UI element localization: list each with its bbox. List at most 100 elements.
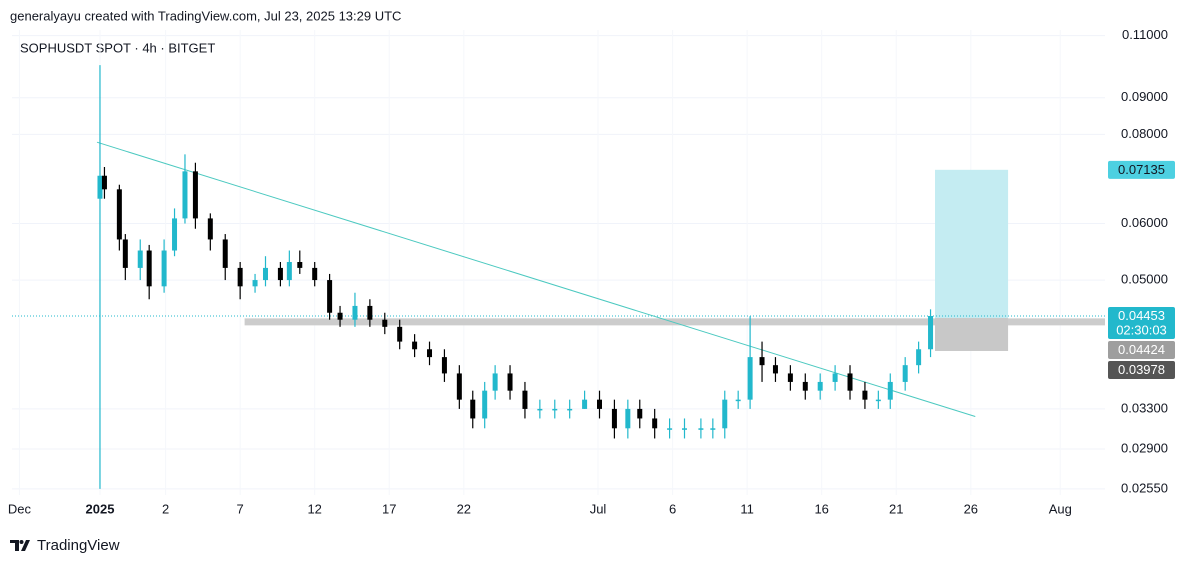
candle-body	[887, 381, 893, 400]
price-tag	[1108, 360, 1175, 379]
x-tick-label: 7	[237, 501, 244, 516]
x-tick-label: 6	[669, 501, 676, 516]
trendline	[96, 141, 976, 417]
candle-body	[747, 357, 753, 400]
x-tick-label: 12	[307, 501, 321, 516]
stop-zone	[935, 318, 1009, 351]
candle-body	[297, 262, 303, 268]
x-tick-label: 17	[382, 501, 396, 516]
candle-body	[337, 312, 343, 320]
candle-body	[427, 349, 433, 358]
logo-icon	[10, 540, 30, 551]
candle-body	[441, 357, 447, 374]
candle-body	[902, 365, 908, 382]
candle-body	[146, 250, 152, 287]
candle-body	[772, 365, 778, 374]
price-tag-label: 0.04424	[1118, 342, 1165, 357]
countdown: 02:30:03	[1116, 322, 1167, 337]
logo-text: TradingView	[37, 537, 120, 554]
x-tick-label: 22	[457, 501, 471, 516]
candle-body	[582, 399, 588, 409]
price-tag-label: 0.04453	[1118, 308, 1165, 323]
candle-body	[722, 399, 728, 429]
x-tick-label: 16	[814, 501, 828, 516]
candle-body	[735, 399, 741, 402]
candle-body	[698, 428, 704, 430]
price-tag	[1108, 160, 1175, 179]
chart-title: SOPHUSDT SPOT · 4h · BITGET	[20, 40, 215, 55]
target-zone	[935, 169, 1009, 319]
y-tick-label: 0.03300	[1121, 400, 1168, 415]
price-tag	[1108, 340, 1175, 359]
candle-body	[847, 373, 853, 391]
candle-body	[262, 267, 268, 281]
candle-body	[161, 250, 167, 287]
candle-body	[611, 408, 617, 429]
candle-body	[492, 373, 498, 391]
price-tag-label: 0.03978	[1118, 362, 1165, 377]
x-tick-label: Aug	[1049, 501, 1072, 516]
x-tick-label: 2	[162, 501, 169, 516]
candle-body	[470, 399, 476, 419]
candle-body	[122, 239, 128, 268]
candle-body	[652, 418, 658, 429]
candle-body	[537, 408, 543, 411]
x-tick-label: Dec	[8, 501, 32, 516]
y-tick-label: 0.02550	[1121, 480, 1168, 495]
candle-body	[456, 373, 462, 400]
candle-body	[286, 262, 292, 281]
candle-body	[787, 373, 793, 382]
candle-body	[116, 189, 122, 240]
x-tick-label: 2025	[86, 501, 115, 516]
candle-body	[552, 408, 558, 411]
candle-body	[522, 390, 528, 409]
candle-body	[277, 267, 283, 281]
candle-body	[137, 250, 143, 268]
candle-body	[237, 267, 243, 287]
candle-body	[412, 341, 418, 350]
candle-body	[802, 381, 808, 391]
x-tick-label: Jul	[590, 501, 607, 516]
candle-body	[172, 218, 178, 251]
y-tick-label: 0.11000	[1122, 27, 1168, 42]
candle-body	[397, 326, 403, 342]
candle-body	[625, 408, 631, 429]
y-tick-label: 0.08000	[1121, 126, 1168, 141]
candle-body	[567, 408, 573, 411]
candle-body	[862, 390, 868, 400]
candle-body	[182, 171, 188, 219]
candle-body	[382, 319, 388, 327]
candle-body	[367, 305, 373, 320]
candle-body	[482, 390, 488, 419]
candle-body	[352, 305, 358, 320]
candle-body	[207, 218, 213, 240]
y-tick-label: 0.06000	[1121, 215, 1168, 230]
candle-body	[597, 399, 603, 409]
candle-body	[222, 239, 228, 268]
candle-body	[101, 175, 107, 190]
price-tag	[1108, 306, 1175, 339]
y-tick-label: 0.09000	[1121, 89, 1168, 104]
candle-body	[928, 315, 934, 350]
candle-body	[312, 267, 318, 281]
candle-body	[507, 373, 513, 391]
y-tick-label: 0.02900	[1121, 440, 1168, 455]
y-tick-label: 0.05000	[1121, 272, 1168, 287]
price-tag-label: 0.07135	[1118, 162, 1165, 177]
candle-body	[817, 381, 823, 391]
x-tick-label: 21	[889, 501, 903, 516]
candle-body	[916, 349, 922, 366]
candle-body	[192, 171, 198, 219]
candle-body	[252, 280, 258, 287]
candle-body	[667, 428, 673, 430]
candle-body	[637, 408, 643, 419]
candle-body	[327, 280, 333, 313]
candle-body	[97, 175, 103, 199]
header: generalyayu created with TradingView.com…	[10, 8, 401, 23]
candle-body	[832, 373, 838, 382]
x-tick-label: 26	[964, 501, 978, 516]
candle-body	[682, 428, 688, 430]
candle-body	[875, 399, 881, 402]
